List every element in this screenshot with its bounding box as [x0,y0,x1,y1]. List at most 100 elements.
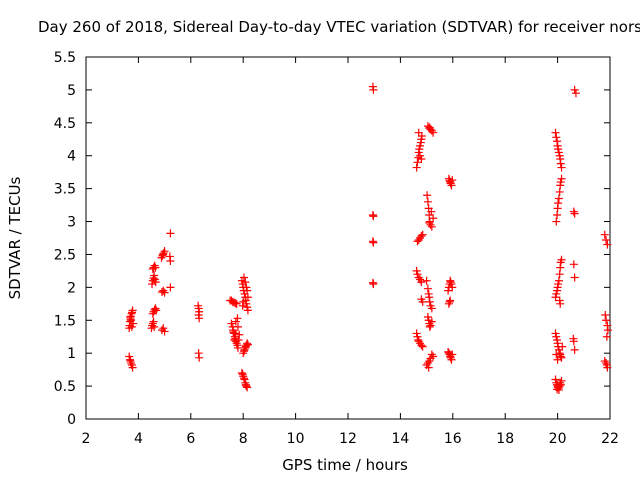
data-point-plus-marker [413,332,422,341]
data-point-plus-marker [446,179,455,188]
y-tick-label: 1 [67,346,76,362]
data-point-plus-marker [150,261,159,270]
data-point-plus-marker [427,207,436,216]
data-point-plus-marker [128,363,137,372]
y-tick-label: 5 [67,83,76,99]
data-point-plus-marker [160,288,169,297]
data-point-plus-marker [552,217,561,226]
x-tick-label: 2 [82,431,91,447]
data-point-plus-marker [416,141,425,150]
data-point-plus-marker [426,220,435,229]
data-point-plus-marker [554,276,563,285]
data-point-plus-marker [423,359,432,368]
data-point-plus-marker [447,280,456,289]
data-point-plus-marker [239,349,248,358]
data-point-plus-marker [551,329,560,338]
data-point-plus-marker [243,339,252,348]
data-point-plus-marker [148,280,157,289]
data-point-plus-marker [556,159,565,168]
data-point-plus-marker [166,283,175,292]
data-point-plus-marker [159,250,168,259]
data-point-plus-marker [242,341,251,350]
data-point-plus-marker [369,238,378,247]
data-point-plus-marker [425,218,434,227]
data-point-plus-marker [570,273,579,282]
data-point-plus-marker [552,332,561,341]
x-axis: 2 4 6 8 10 12 14 16 18 20 22 [82,57,619,447]
data-point-plus-marker [151,278,160,287]
data-point-plus-marker [152,306,161,315]
data-point-plus-marker [556,299,565,308]
data-point-plus-marker [557,174,566,183]
data-point-plus-marker [233,343,242,352]
data-point-plus-marker [602,359,611,368]
data-point-plus-marker [429,214,438,223]
x-tick-label: 10 [287,431,305,447]
data-point-plus-marker [558,342,567,351]
data-point-plus-marker [235,330,244,339]
data-point-plus-marker [148,309,157,318]
data-point-plus-marker [448,176,457,185]
data-point-plus-marker [243,306,252,315]
data-point-plus-marker [413,158,422,167]
data-point-plus-marker [426,321,435,330]
data-point-plus-marker [571,89,580,98]
data-point-plus-marker [230,336,239,345]
x-tick-label: 4 [134,431,143,447]
data-point-plus-marker [127,322,136,331]
data-point-plus-marker [557,255,566,264]
data-point-plus-marker [423,191,432,200]
data-point-plus-marker [444,349,453,358]
data-point-plus-marker [232,299,241,308]
data-point-plus-marker [554,345,563,354]
data-point-plus-marker [160,327,169,336]
data-point-plus-marker [157,253,166,262]
data-point-plus-marker [233,314,242,323]
data-point-plus-marker [151,263,160,272]
data-point-plus-marker [602,332,611,341]
data-point-plus-marker [412,266,421,275]
data-point-plus-marker [603,363,612,372]
data-point-plus-marker [227,319,236,328]
data-point-plus-marker [239,273,248,282]
data-point-plus-marker [603,240,612,249]
data-point-plus-marker [243,340,252,349]
data-point-plus-marker [570,85,579,94]
data-point-plus-marker [151,304,160,313]
data-point-plus-marker [553,355,562,364]
y-tick-label: 3 [67,215,76,231]
data-point-plus-marker [159,286,168,295]
data-point-plus-marker [418,230,427,239]
data-point-plus-marker [551,375,560,384]
y-tick-label: 1.5 [54,313,76,329]
x-tick-label: 16 [444,431,462,447]
data-point-plus-marker [554,386,563,395]
x-tick-label: 6 [186,431,195,447]
data-point-plus-marker [556,178,565,187]
data-point-plus-marker [552,350,561,359]
y-tick-label: 4.5 [54,116,76,132]
data-point-plus-marker [242,283,251,292]
data-point-plus-marker [603,326,612,335]
data-point-plus-marker [127,316,136,325]
data-point-plus-marker [238,301,247,310]
y-tick-label: 5.5 [54,50,76,66]
x-tick-label: 12 [339,431,357,447]
data-point-plus-marker [150,322,159,331]
data-point-plus-marker [557,163,566,172]
data-point-plus-marker [570,345,579,354]
x-tick-label: 20 [549,431,567,447]
data-point-plus-marker [447,355,456,364]
data-point-plus-marker [148,319,157,328]
data-point-plus-marker [150,271,159,280]
data-point-plus-marker [242,382,251,391]
data-point-plus-marker [150,305,159,314]
data-point-plus-marker [554,280,563,289]
x-tick-label: 14 [391,431,409,447]
data-point-plus-marker [126,312,135,321]
x-tick-label: 18 [496,431,514,447]
data-point-plus-marker [425,322,434,331]
data-point-plus-marker [240,375,249,384]
data-point-plus-marker [369,212,378,221]
